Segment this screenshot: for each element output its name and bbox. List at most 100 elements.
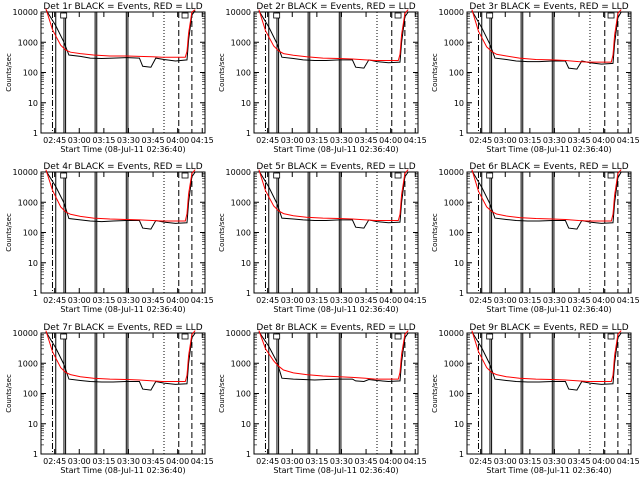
x-tick-label: 04:15: [404, 457, 427, 466]
x-tick-label: 04:00: [379, 296, 402, 305]
series-events: [258, 331, 409, 383]
x-axis-label: Start Time (08-Jul-11 02:36:40): [273, 305, 398, 314]
x-tick-label: 04:00: [166, 136, 189, 145]
x-tick-label: 03:45: [142, 296, 165, 305]
x-tick-label: 03:30: [543, 296, 566, 305]
y-tick-label: 10: [241, 420, 251, 429]
x-tick-label: 04:00: [166, 457, 189, 466]
x-tick-label: 03:15: [305, 136, 328, 145]
x-tick-label: 04:00: [166, 296, 189, 305]
y-tick-label: 10000: [439, 329, 464, 338]
x-tick-label: 02:45: [256, 457, 279, 466]
state-marker: [181, 12, 189, 19]
x-tick-label: 04:15: [191, 136, 214, 145]
panel-4: Det 4r BLACK = Events, RED = LLD 1 10 100 10…: [5, 162, 214, 314]
panel-2: Det 2r BLACK = Events, RED = LLD 1 10 100 10…: [218, 2, 427, 154]
series-lld: [258, 330, 409, 380]
x-tick-label: 02:45: [469, 296, 492, 305]
series-lld: [258, 9, 409, 61]
x-tick-label: 04:15: [404, 136, 427, 145]
state-marker: [181, 172, 189, 179]
y-axis-label: Counts/sec: [218, 53, 226, 92]
y-tick-label: 100: [449, 229, 464, 238]
y-tick-label: 10: [28, 420, 38, 429]
y-axis-label: Counts/sec: [431, 374, 439, 413]
y-axis-label: Counts/sec: [5, 374, 13, 413]
x-tick-label: 03:00: [281, 457, 304, 466]
y-tick-label: 1: [246, 129, 251, 138]
y-tick-label: 10: [454, 99, 464, 108]
x-tick-label: 03:15: [305, 296, 328, 305]
y-tick-label: 10: [454, 259, 464, 268]
series-events: [45, 331, 196, 391]
y-tick-label: 10000: [439, 168, 464, 177]
y-tick-label: 100: [449, 390, 464, 399]
y-axis-label: Counts/sec: [5, 53, 13, 92]
x-tick-label: 03:15: [518, 457, 541, 466]
x-tick-label: 03:30: [117, 296, 140, 305]
y-tick-label: 10: [241, 99, 251, 108]
y-tick-label: 1000: [231, 38, 251, 47]
y-tick-label: 1000: [18, 359, 38, 368]
y-tick-label: 1: [459, 129, 464, 138]
y-tick-label: 10000: [13, 329, 38, 338]
y-tick-label: 1: [246, 289, 251, 298]
x-axis-label: Start Time (08-Jul-11 02:36:40): [486, 145, 611, 154]
series-lld: [45, 169, 196, 222]
state-marker: [607, 12, 615, 19]
state-marker: [273, 172, 281, 179]
series-lld: [45, 330, 196, 382]
x-tick-label: 03:15: [92, 136, 115, 145]
panel-title: Det 4r BLACK = Events, RED = LLD: [43, 162, 202, 172]
y-axis-label: Counts/sec: [5, 213, 13, 252]
state-marker: [60, 172, 68, 179]
series-events: [45, 9, 196, 68]
y-tick-label: 1000: [231, 359, 251, 368]
x-tick-label: 02:45: [43, 136, 66, 145]
panel-title: Det 6r BLACK = Events, RED = LLD: [469, 162, 628, 172]
x-tick-label: 03:00: [281, 296, 304, 305]
y-tick-label: 100: [23, 229, 38, 238]
x-tick-label: 03:00: [494, 296, 517, 305]
y-tick-label: 10000: [226, 8, 251, 17]
x-tick-label: 02:45: [469, 136, 492, 145]
x-tick-label: 03:45: [142, 457, 165, 466]
state-marker: [486, 12, 494, 19]
x-tick-label: 04:15: [191, 296, 214, 305]
series-events: [258, 10, 409, 69]
x-tick-label: 02:45: [43, 296, 66, 305]
y-tick-label: 10000: [439, 8, 464, 17]
x-tick-label: 03:15: [305, 457, 328, 466]
y-tick-label: 100: [23, 69, 38, 78]
y-axis-label: Counts/sec: [431, 213, 439, 252]
x-tick-label: 03:00: [494, 457, 517, 466]
x-tick-label: 03:45: [142, 136, 165, 145]
y-tick-label: 1000: [444, 38, 464, 47]
x-tick-label: 04:15: [617, 136, 640, 145]
y-tick-label: 100: [236, 390, 251, 399]
y-tick-label: 1000: [18, 38, 38, 47]
series-events: [471, 10, 622, 70]
x-tick-label: 02:45: [256, 296, 279, 305]
x-tick-label: 02:45: [256, 136, 279, 145]
x-tick-label: 03:45: [355, 136, 378, 145]
panel-5: Det 5r BLACK = Events, RED = LLD 1 10 100 10…: [218, 162, 427, 314]
y-tick-label: 10: [28, 99, 38, 108]
x-tick-label: 03:30: [330, 296, 353, 305]
series-events: [258, 170, 409, 229]
y-tick-label: 1: [33, 289, 38, 298]
panel-3: Det 3r BLACK = Events, RED = LLD 1 10 100 10…: [431, 2, 640, 154]
x-tick-label: 04:15: [191, 457, 214, 466]
state-marker: [486, 172, 494, 179]
x-tick-label: 03:00: [281, 136, 304, 145]
panel-6: Det 6r BLACK = Events, RED = LLD 1 10 100 10…: [431, 162, 640, 314]
x-tick-label: 04:00: [592, 457, 615, 466]
x-tick-label: 03:30: [330, 457, 353, 466]
y-tick-label: 1: [246, 450, 251, 459]
x-tick-label: 03:30: [117, 136, 140, 145]
panel-title: Det 7r BLACK = Events, RED = LLD: [43, 323, 202, 333]
y-tick-label: 100: [23, 390, 38, 399]
panel-title: Det 8r BLACK = Events, RED = LLD: [256, 323, 415, 333]
state-marker: [394, 172, 402, 179]
